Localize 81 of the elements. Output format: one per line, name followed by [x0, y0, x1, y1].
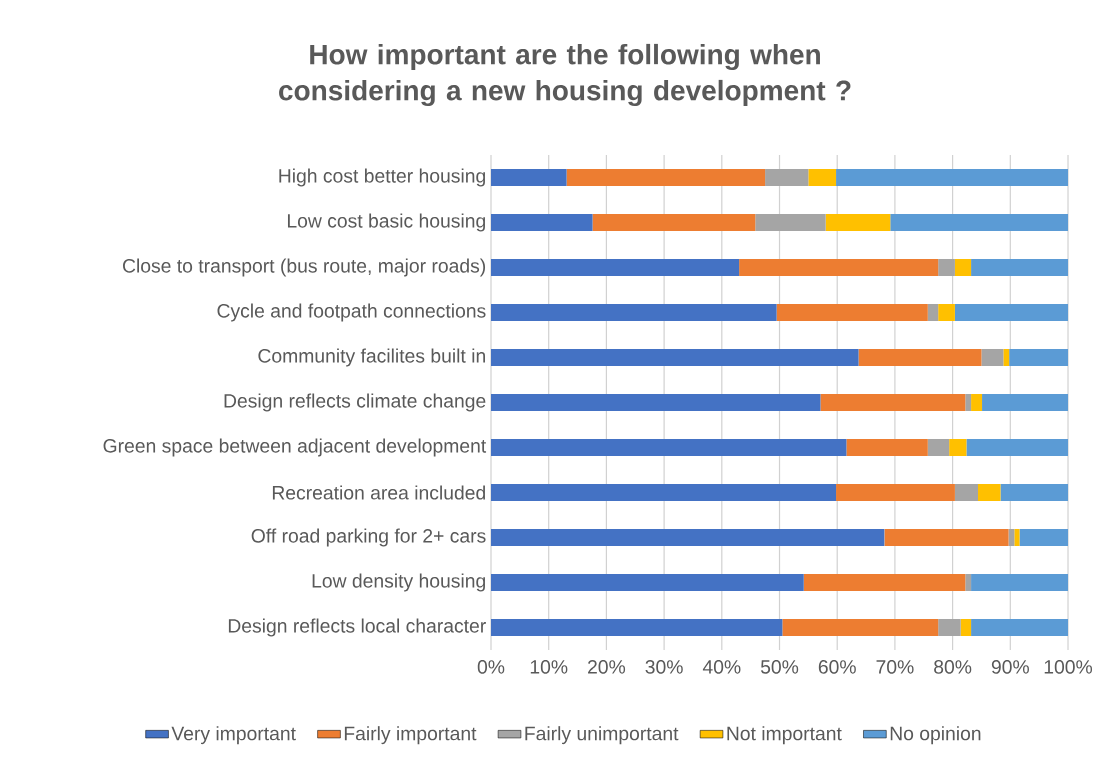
bar [965, 394, 972, 411]
legend-label: Fairly important [344, 726, 477, 745]
bar [927, 439, 950, 456]
x-tick-label: 60% [818, 660, 856, 674]
bar [592, 214, 756, 231]
bar [566, 169, 766, 186]
bar [965, 574, 972, 592]
bar [890, 214, 1069, 231]
bar [982, 394, 1069, 411]
x-tick-label: 0% [477, 660, 505, 674]
bar [491, 304, 777, 321]
bar [949, 439, 967, 456]
bar [491, 574, 804, 592]
legend-label: Not important [727, 726, 842, 745]
bar [491, 214, 593, 231]
bar [739, 259, 939, 276]
bar [825, 214, 891, 231]
bar [960, 619, 972, 637]
x-tick-label: 100% [1044, 660, 1093, 674]
y-tick-label: Design reflects climate change [224, 393, 486, 412]
bar [491, 439, 847, 456]
bar [782, 619, 939, 637]
bar [938, 259, 955, 276]
bar [884, 529, 1009, 546]
bar [954, 259, 972, 276]
bar [971, 259, 1069, 276]
bar [820, 394, 966, 411]
y-tick-label: Low density housing [312, 573, 485, 592]
bar [858, 349, 982, 366]
bar [1014, 529, 1020, 546]
y-tick-label: Recreation area included [272, 485, 485, 500]
bar [765, 169, 809, 186]
bar [1003, 349, 1010, 366]
bar [954, 484, 978, 501]
bar [491, 394, 821, 411]
bar [491, 619, 783, 637]
bar [971, 574, 1069, 592]
bar [491, 349, 859, 366]
bar [491, 529, 885, 546]
bar [776, 304, 928, 321]
x-tick-label: 90% [991, 660, 1029, 674]
bar [981, 349, 1004, 366]
y-tick-label: Design reflects local character [228, 618, 486, 637]
bar [836, 169, 1069, 186]
bar [938, 619, 961, 637]
legend-label: Fairly unimportant [525, 726, 679, 745]
y-tick-label: Green space between adjacent development [103, 438, 487, 457]
bar [1009, 349, 1069, 366]
x-tick-label: 10% [530, 660, 568, 674]
bar [978, 484, 1001, 501]
x-tick-label: 30% [645, 660, 683, 674]
x-tick-label: 50% [760, 660, 799, 674]
bar [954, 304, 1069, 321]
x-tick-label: 80% [934, 660, 972, 674]
bar [491, 259, 740, 276]
bar [755, 214, 826, 231]
x-tick-label: 70% [876, 660, 914, 674]
x-tick-label: 40% [702, 660, 741, 674]
y-tick-label: Cycle and footpath connections [217, 303, 486, 322]
y-tick-label: Close to transport (bus route, major roads) [123, 258, 486, 277]
x-tick-label: 20% [588, 660, 626, 674]
bar [971, 394, 983, 411]
y-tick-label: Off road parking for 2+ cars [251, 528, 486, 547]
legend-label: Very important [171, 726, 296, 745]
y-tick-label: Low cost basic housing [287, 213, 486, 232]
y-tick-label: High cost better housing [279, 168, 486, 187]
bar [846, 439, 928, 456]
bar [1019, 529, 1069, 546]
bar [927, 304, 939, 321]
chart-title: How important are the following when considering a new housing development ? [279, 43, 851, 107]
bar [1000, 484, 1069, 501]
bar [808, 169, 837, 186]
y-tick-label: Community facilites built in [258, 348, 485, 367]
bar [491, 169, 567, 186]
bar [966, 439, 1069, 456]
bar [971, 619, 1069, 637]
bar [938, 304, 955, 321]
legend-label: No opinion [890, 726, 981, 745]
bar [803, 574, 966, 592]
bar [836, 484, 955, 501]
bar [491, 484, 837, 501]
